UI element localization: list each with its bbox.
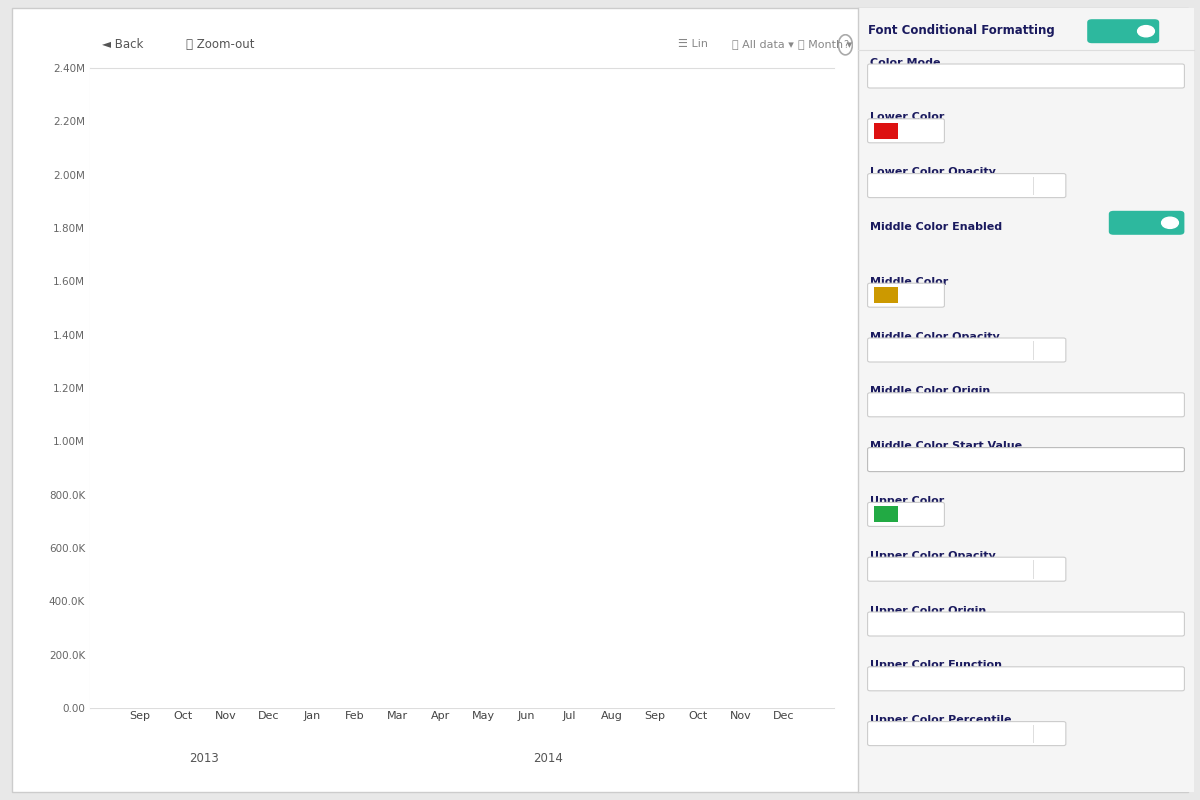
Text: Lower Color Opacity: Lower Color Opacity — [870, 167, 996, 177]
Text: ∨: ∨ — [1042, 350, 1048, 359]
Text: 930.0K: 930.0K — [420, 444, 461, 454]
Text: 923.9K: 923.9K — [548, 446, 589, 456]
Text: 1.0M: 1.0M — [641, 426, 670, 435]
Text: ∨: ∨ — [1042, 734, 1048, 742]
Bar — [640, 442, 671, 708]
Text: ∨: ∨ — [1168, 71, 1176, 81]
Text: 765.5K: 765.5K — [205, 488, 246, 498]
Text: 📅 All data ▾: 📅 All data ▾ — [732, 39, 794, 49]
Text: Lower Color: Lower Color — [870, 112, 944, 122]
Text: Middle Color Origin: Middle Color Origin — [870, 386, 990, 396]
Text: ∨: ∨ — [928, 510, 935, 519]
Text: On: On — [1099, 26, 1115, 36]
Text: 1.7M: 1.7M — [168, 238, 197, 249]
Text: 1000000: 1000000 — [880, 454, 929, 465]
Bar — [167, 254, 199, 708]
Bar — [425, 460, 457, 708]
Text: Middle Color Enabled: Middle Color Enabled — [870, 222, 1002, 232]
Bar — [253, 523, 284, 708]
Bar — [124, 504, 156, 708]
Text: 90: 90 — [880, 729, 894, 738]
Text: ?: ? — [842, 40, 848, 50]
Bar — [596, 497, 629, 708]
Text: Upper Color Opacity: Upper Color Opacity — [870, 550, 996, 561]
Text: ◄ Back: ◄ Back — [102, 38, 143, 50]
Text: Percentile: Percentile — [880, 674, 934, 684]
Text: 1.5M: 1.5M — [512, 292, 541, 302]
Text: This Series: This Series — [880, 619, 938, 629]
Bar — [338, 414, 371, 708]
Bar — [682, 228, 714, 708]
Text: 100: 100 — [880, 564, 900, 574]
Text: 1.1M: 1.1M — [341, 399, 370, 409]
Text: ∨: ∨ — [928, 290, 935, 300]
Text: Color Mode: Color Mode — [870, 58, 941, 67]
Text: 1.8M: 1.8M — [684, 212, 713, 222]
Text: ∨: ∨ — [1168, 619, 1176, 629]
Text: Middle Color: Middle Color — [870, 277, 948, 286]
Bar — [467, 487, 499, 708]
Text: 763.6K: 763.6K — [119, 489, 161, 498]
Text: 669.9K: 669.9K — [377, 514, 418, 523]
Text: ∧: ∧ — [1042, 177, 1048, 186]
Text: 604.6K: 604.6K — [720, 531, 762, 541]
Text: 100: 100 — [880, 345, 900, 355]
Text: 📊 Month ▾: 📊 Month ▾ — [798, 39, 852, 49]
Text: 2.0M: 2.0M — [769, 158, 798, 169]
Text: 691.6K: 691.6K — [248, 508, 289, 518]
Bar — [725, 546, 757, 708]
Text: On: On — [1122, 218, 1138, 228]
Text: 🔍 Zoom-out: 🔍 Zoom-out — [186, 38, 254, 50]
Bar — [510, 308, 542, 708]
Text: 2013: 2013 — [190, 753, 220, 766]
Text: ∧: ∧ — [1042, 725, 1048, 734]
Text: Solid H Color: Solid H Color — [880, 71, 950, 81]
Text: ∨: ∨ — [1168, 400, 1176, 410]
Text: ∨: ∨ — [928, 126, 935, 136]
Text: 814.0K: 814.0K — [292, 475, 332, 485]
Bar — [382, 530, 414, 708]
Text: Upper Color Function: Upper Color Function — [870, 661, 1002, 670]
Text: Middle Color Start Value: Middle Color Start Value — [870, 442, 1022, 451]
Bar — [210, 504, 242, 708]
Text: Font Conditional Formatting: Font Conditional Formatting — [868, 24, 1055, 37]
Text: 791.1K: 791.1K — [592, 481, 632, 491]
Text: Constant Value: Constant Value — [880, 400, 962, 410]
Text: ∧: ∧ — [1042, 341, 1048, 350]
Text: 828.6K: 828.6K — [463, 471, 504, 481]
Text: ∧: ∧ — [1042, 560, 1048, 569]
Text: 100: 100 — [880, 181, 900, 190]
Text: Upper Color: Upper Color — [870, 496, 944, 506]
Text: Upper Color Percentile: Upper Color Percentile — [870, 715, 1012, 725]
Bar — [768, 174, 800, 708]
Text: ∨: ∨ — [1042, 570, 1048, 578]
Text: 2014: 2014 — [533, 753, 563, 766]
Text: ☰ Lin: ☰ Lin — [678, 39, 708, 49]
Text: Upper Color Origin: Upper Color Origin — [870, 606, 986, 616]
Bar — [553, 462, 586, 708]
Text: Middle Color Opacity: Middle Color Opacity — [870, 331, 1000, 342]
Bar — [295, 491, 328, 708]
Text: ∨: ∨ — [1168, 674, 1176, 684]
Text: ∨: ∨ — [1042, 186, 1048, 194]
